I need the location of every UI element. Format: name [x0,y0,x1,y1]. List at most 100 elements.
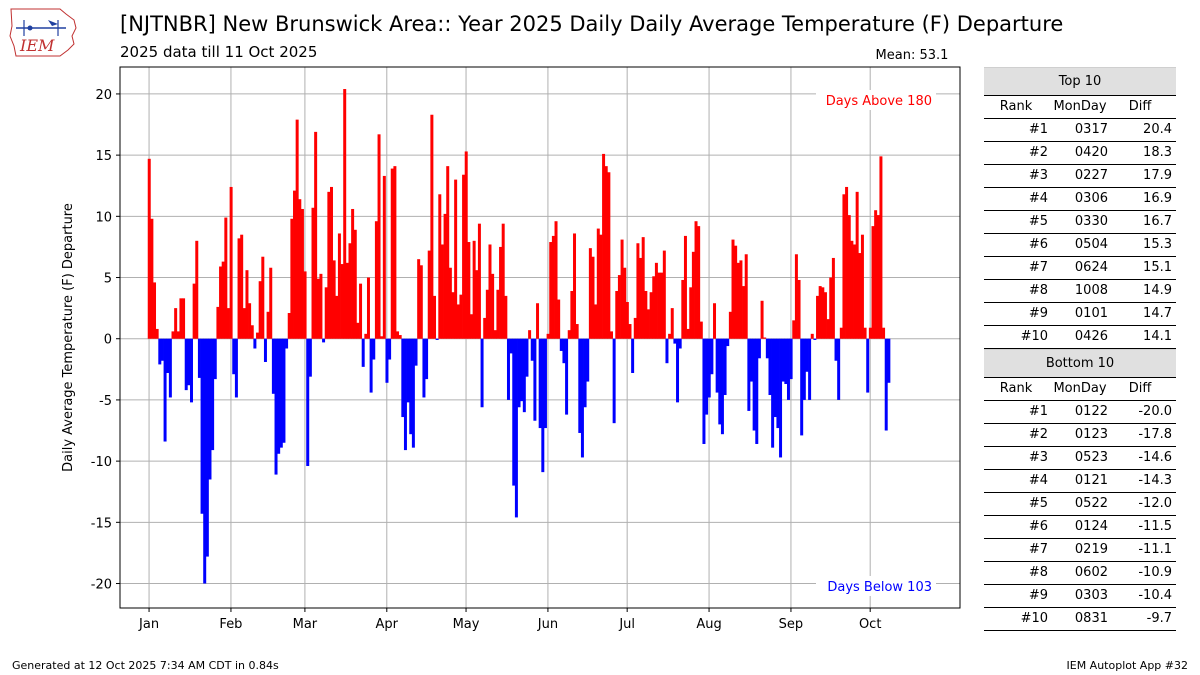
rank-cell: #7 [1028,260,1048,275]
data-bar [285,338,289,349]
data-bar [731,239,735,339]
data-bar [559,338,563,351]
x-tick-label: Sep [779,617,804,632]
data-bar [871,226,875,339]
diff-cell: -14.3 [1138,473,1172,488]
data-bar [739,260,743,339]
data-bar [153,282,157,339]
data-bar [150,218,154,339]
data-bar [306,338,310,467]
data-bar [411,338,415,448]
x-tick-label: Jun [537,617,558,632]
data-bar [541,338,545,473]
data-bar [771,338,775,448]
data-bar [678,338,682,349]
monday-cell: 0426 [1074,329,1108,344]
data-bar [887,338,891,383]
col-rank-header: Rank [999,99,1033,114]
bottom-row: #7 0219 -11.1 [984,539,1176,562]
top-column-headers: Rank MonDay Diff [984,96,1176,119]
data-bar [810,333,814,339]
data-bar [401,338,405,418]
data-bar [253,338,257,349]
data-bar [821,287,825,339]
data-bar [168,338,172,398]
data-bar [744,254,748,339]
bottom-row: #2 0123 -17.8 [984,424,1176,447]
data-bar [728,311,732,339]
diff-cell: -11.5 [1138,519,1172,534]
data-bar [879,156,883,339]
data-bar [160,338,164,361]
data-bar [300,208,304,339]
data-bar [538,338,542,429]
data-bar [839,327,843,339]
x-tick-label: Feb [219,617,242,632]
data-bar [332,260,336,339]
data-bar [208,338,212,480]
data-bar [723,338,727,396]
ranking-table: Top 10 Rank MonDay Diff #1 0317 20.4 #2 0420… [984,67,1176,631]
y-tick-label: 15 [95,149,112,164]
data-bar [266,311,270,339]
monday-cell: 0522 [1074,496,1108,511]
rank-cell: #5 [1028,496,1048,511]
rank-cell: #8 [1028,283,1048,298]
data-bar [736,262,740,339]
data-bar [390,168,394,339]
data-bar [364,333,368,339]
data-bar [232,338,236,375]
data-bar [866,338,870,393]
rank-cell: #10 [1020,329,1048,344]
data-bar [464,151,468,339]
data-bar [425,338,429,380]
data-bar [512,338,516,486]
diff-cell: -17.8 [1138,427,1172,442]
data-bar [707,338,711,398]
data-bar [361,338,365,367]
bottom-row: #9 0303 -10.4 [984,585,1176,608]
diff-cell: 15.1 [1143,260,1172,275]
data-bar [826,319,830,339]
data-bar [853,244,857,339]
data-bar [382,175,386,339]
data-bar [504,295,508,339]
data-bar [874,210,878,339]
bottom-row: #10 0831 -9.7 [984,608,1176,631]
monday-cell: 0219 [1074,542,1108,557]
data-bar [583,338,587,408]
monday-cell: 0227 [1074,168,1108,183]
data-bar [316,278,320,339]
x-tick-label: Jul [618,617,635,632]
data-bar [562,338,566,364]
x-tick-label: Aug [696,617,721,632]
data-bar [578,338,582,433]
data-bar [623,267,627,339]
data-bar [776,338,780,429]
data-bar [488,244,492,339]
data-bar [763,337,767,339]
data-bar [734,245,738,339]
data-bar [686,328,690,339]
data-bar [520,338,524,402]
bottom-row: #1 0122 -20.0 [984,401,1176,424]
data-bar [330,186,333,339]
monday-cell: 0123 [1074,427,1108,442]
data-bar [393,166,397,339]
data-bar [829,277,833,339]
data-bar [816,295,820,339]
data-bar [298,199,302,339]
diff-cell: -10.4 [1138,588,1172,603]
data-bar [491,273,495,339]
data-bar [501,223,505,339]
data-bar [335,295,339,339]
data-bar [385,338,389,383]
data-bar [842,194,846,339]
data-bar [451,292,455,339]
data-bar [676,338,680,403]
data-bar [610,331,613,339]
data-bar [757,338,761,359]
data-bar [184,338,188,391]
y-tick-label: -5 [99,394,112,409]
data-bar [166,338,170,373]
